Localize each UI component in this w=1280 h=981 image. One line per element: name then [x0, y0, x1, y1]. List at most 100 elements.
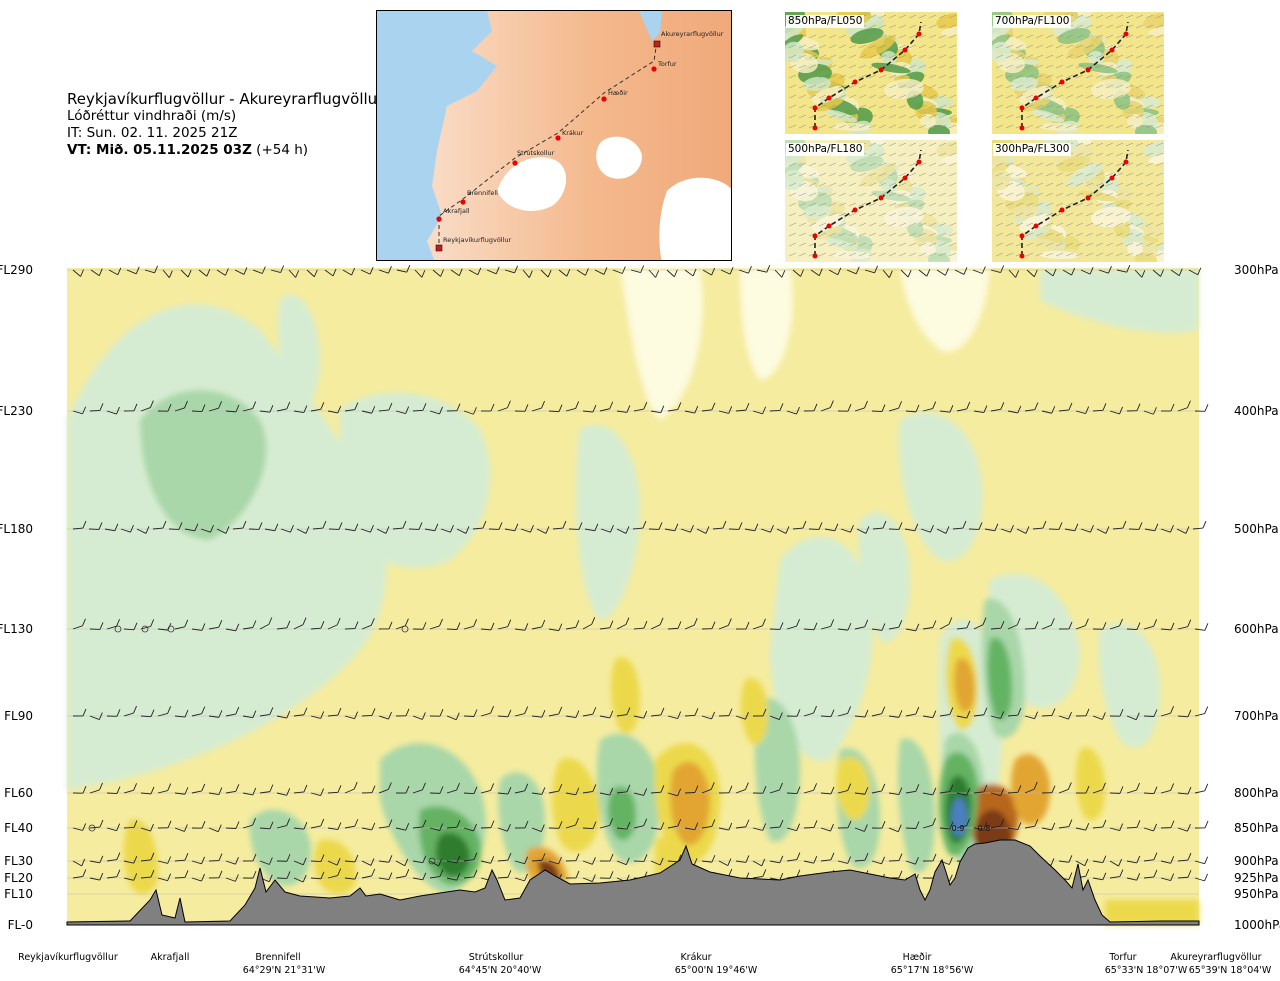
barb-feather-2-985: [994, 523, 999, 531]
barb-3-175: [174, 626, 185, 630]
barb-1-1076: [1075, 410, 1086, 415]
barb-feather-4-957: [966, 710, 971, 719]
barb-feather-7-872: [881, 856, 886, 865]
barb-6-855: [854, 827, 865, 832]
barb-feather-3-1093: [1102, 622, 1107, 630]
barb-feather-1-498: [507, 400, 511, 408]
barb-feather-4-583: [592, 707, 597, 715]
barb-5-515: [514, 790, 525, 794]
barb-1-1178: [1177, 407, 1188, 412]
barb-feather-8-311: [320, 871, 325, 880]
barb-2-713: [712, 527, 723, 530]
barb-feather-1-1042: [1051, 406, 1056, 414]
barb-feather-3-821: [830, 619, 835, 627]
barb-4-277: [276, 715, 287, 719]
field-region-19: [498, 772, 545, 873]
barb-3-617: [616, 624, 627, 630]
barb-0-397: [396, 269, 407, 273]
barb-5-549: [548, 790, 559, 794]
barb-0-289: [288, 269, 296, 278]
annotations: 0.9 0.8: [952, 824, 991, 833]
barb-feather-4-974: [983, 707, 988, 715]
barb-0-847: [846, 269, 857, 275]
barb-feather-3-73: [82, 618, 86, 626]
barb-feather-5-1178: [1187, 786, 1192, 795]
barb-3-464: [463, 625, 474, 630]
barb-feather-2-473: [482, 520, 487, 529]
barb-0-775: [774, 269, 783, 278]
barb-7-583: [582, 860, 593, 865]
barb-0-1153: [1152, 269, 1161, 277]
field-region-30: [740, 678, 768, 745]
barb-6-1059: [1058, 826, 1069, 829]
barb-feather-6-1076: [1085, 823, 1090, 831]
barb-2-841: [840, 528, 851, 533]
barb-feather-3-107: [116, 618, 120, 627]
barb-feather-7-277: [286, 854, 291, 862]
barb-4-158: [157, 712, 168, 717]
barb-0-1009: [1008, 269, 1016, 278]
barb-feather-1-940: [949, 405, 954, 413]
barb-feather-8-413: [422, 872, 427, 881]
barb-feather-5-396: [405, 785, 410, 794]
barb-feather-3-175: [184, 619, 189, 627]
barb-feather-4-736: [745, 712, 749, 720]
thumbnail-label-300hpa: 300hPa/FL300: [993, 143, 1072, 156]
barb-4-923: [922, 715, 933, 719]
barb-4-260: [259, 713, 270, 717]
barb-feather-0-829: [837, 267, 842, 275]
barb-feather-8-719: [728, 868, 733, 877]
barb-5-1127: [1126, 789, 1137, 794]
barb-feather-2-1033: [1042, 520, 1047, 529]
barb-feather-5-345: [353, 781, 358, 790]
barb-feather-0-973: [981, 266, 986, 274]
barb-5-1025: [1024, 788, 1035, 794]
barb-feather-3-889: [898, 619, 903, 628]
chart-header: Reykjavíkurflugvöllur - Akureyrarflugvöl…: [67, 90, 383, 159]
barb-2-1193: [1192, 527, 1203, 530]
waypoint-coord-3: 64°45'N 20°40'W: [459, 965, 542, 976]
barb-feather-5-1008: [1017, 785, 1022, 793]
barb-2-137: [136, 528, 147, 534]
barb-feather-7-1042: [1050, 858, 1055, 866]
barb-4-566: [565, 715, 576, 718]
barb-2-73: [72, 527, 83, 530]
barb-6-1178: [1177, 827, 1188, 832]
barb-feather-0-613: [621, 266, 626, 274]
barb-feather-8-583: [591, 874, 596, 882]
barb-1-634: [633, 408, 644, 412]
barb-feather-6-311: [320, 818, 325, 827]
barb-4-379: [378, 715, 389, 720]
barb-feather-0-1045: [1052, 268, 1057, 277]
barb-4-498: [497, 715, 509, 718]
barb-feather-8-124: [133, 873, 138, 881]
barb-5-345: [344, 788, 355, 794]
barb-feather-0-703: [711, 267, 716, 276]
barb-6-498: [497, 827, 508, 832]
barb-feather-4-889: [898, 710, 903, 718]
barb-3-957: [956, 627, 967, 630]
hpa-label-7: 900hPa: [1234, 854, 1279, 868]
barb-5-583: [582, 791, 593, 794]
barb-0-595: [594, 269, 605, 275]
barb-feather-8-328: [337, 868, 342, 876]
barb-feather-4-158: [167, 706, 172, 714]
barb-5-838: [837, 790, 848, 794]
barb-8-294: [293, 877, 304, 883]
fl-label-10: FL-0: [8, 918, 33, 932]
barb-feather-1-158: [167, 403, 172, 412]
barb-feather-6-668: [677, 818, 682, 827]
barb-feather-7-1093: [1102, 855, 1107, 863]
field-region-8: [899, 412, 983, 562]
barb-5-464: [463, 792, 475, 795]
barb-7-651: [650, 860, 661, 866]
barb-feather-5-736: [744, 782, 749, 790]
barb-feather-0-163: [168, 270, 173, 278]
barb-1-396: [395, 410, 406, 415]
barb-feather-0-901: [907, 269, 912, 278]
barb-feather-5-481: [490, 783, 495, 791]
barb-feather-1-1093: [1102, 403, 1107, 411]
barb-feather-5-124: [133, 783, 138, 791]
barb-5-1093: [1092, 789, 1103, 794]
barb-6-209: [208, 827, 219, 833]
